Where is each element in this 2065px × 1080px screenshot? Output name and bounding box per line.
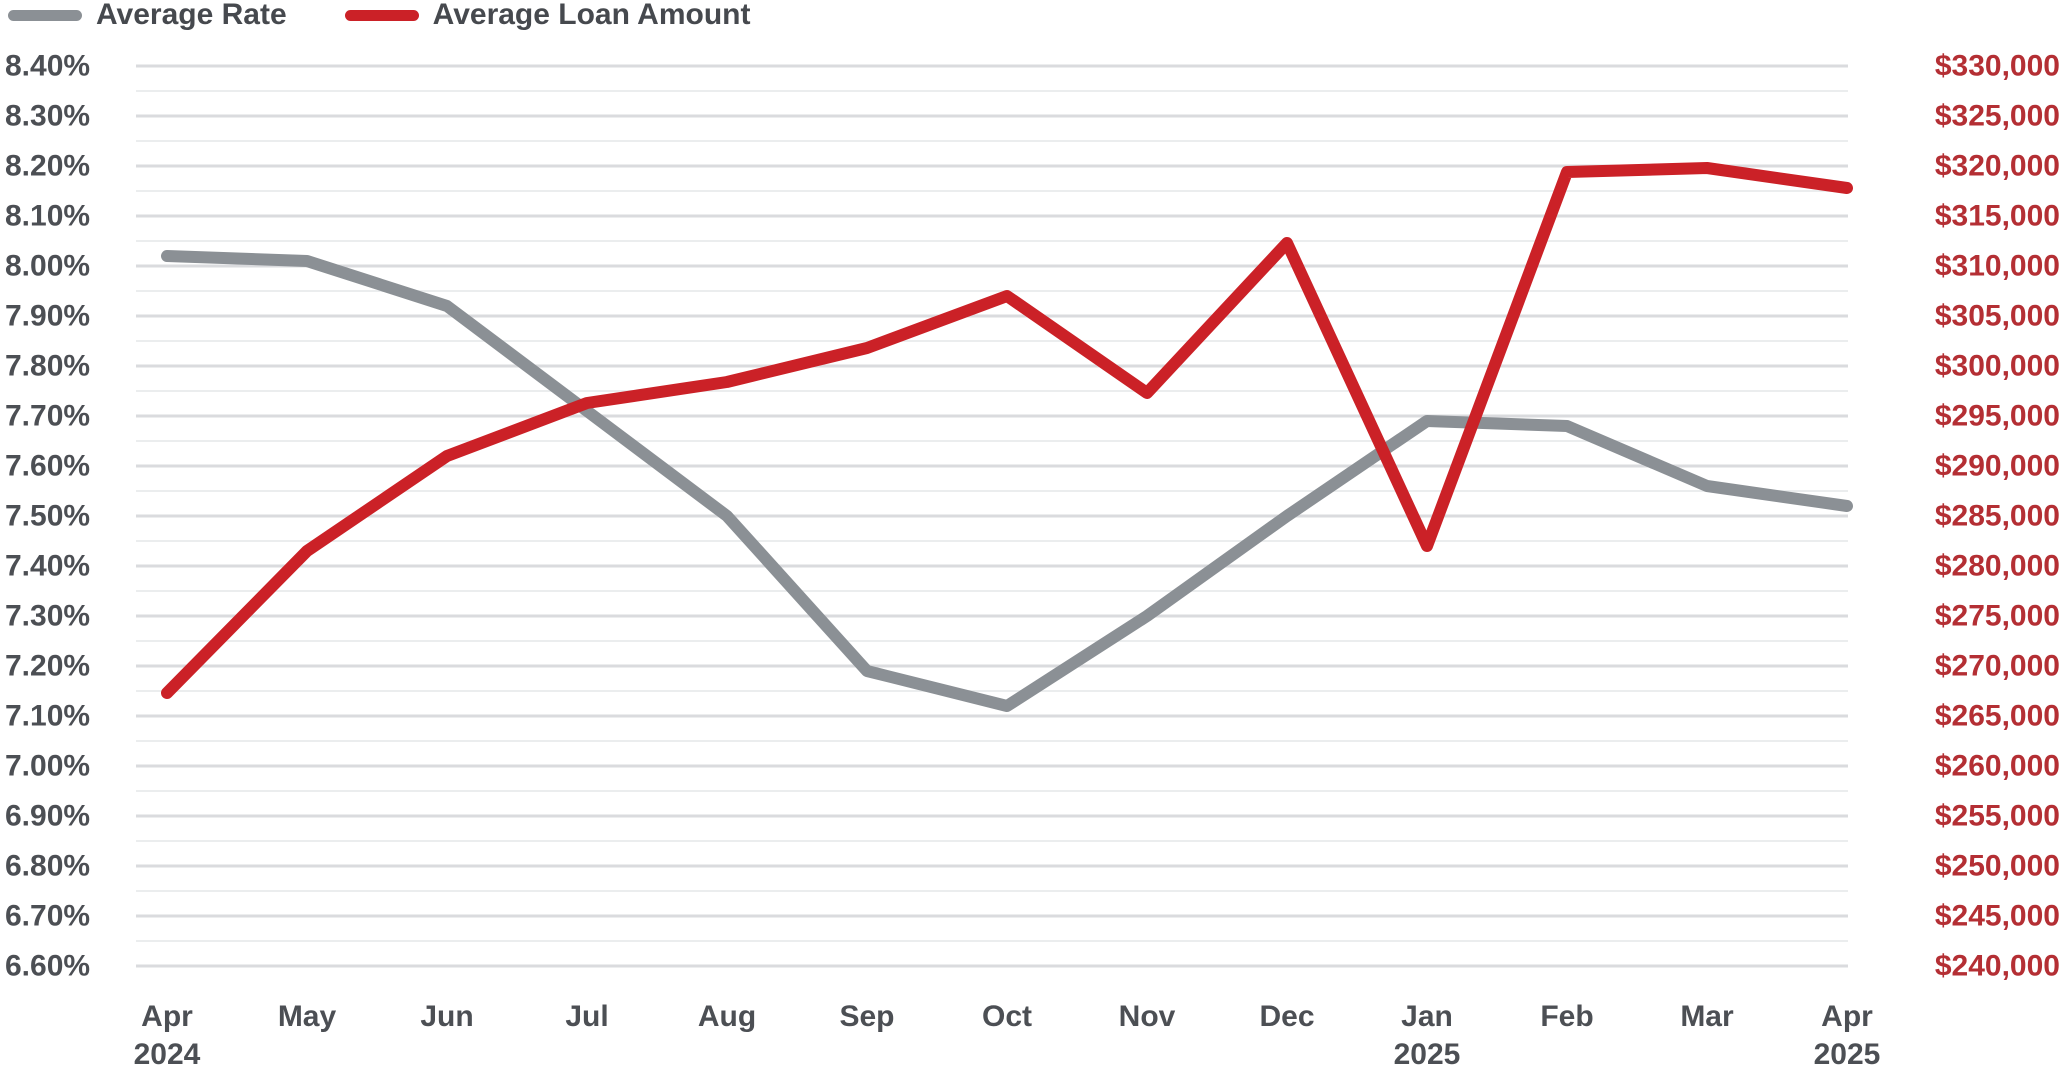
loan-axis-tick-label: $310,000 bbox=[1935, 250, 2060, 283]
loan-axis-tick-label: $245,000 bbox=[1935, 900, 2060, 933]
x-axis-month-label: Apr bbox=[141, 1000, 193, 1033]
loan-axis-tick-label: $280,000 bbox=[1935, 550, 2060, 583]
loan-axis-tick-label: $300,000 bbox=[1935, 350, 2060, 383]
x-axis-year-label: 2025 bbox=[1814, 1038, 1881, 1071]
loan-axis-tick-label: $290,000 bbox=[1935, 450, 2060, 483]
rate-axis-tick-label: 7.80% bbox=[5, 350, 90, 383]
rate-axis-tick-label: 6.90% bbox=[5, 800, 90, 833]
x-axis-month-labels: Apr 2024 May Jun Jul Aug Sep Oct Nov Dec Jan 2025 Fe… bbox=[134, 1000, 1881, 1071]
x-axis-year-label: 2025 bbox=[1394, 1038, 1461, 1071]
loan-axis-tick-label: $275,000 bbox=[1935, 600, 2060, 633]
loan-axis-tick-label: $295,000 bbox=[1935, 400, 2060, 433]
legend-label-average-rate: Average Rate bbox=[96, 0, 287, 31]
loan-axis-tick-label: $305,000 bbox=[1935, 300, 2060, 333]
x-axis-year-label: 2024 bbox=[134, 1038, 201, 1071]
loan-axis-tick-label: $320,000 bbox=[1935, 150, 2060, 183]
rate-axis-tick-label: 7.60% bbox=[5, 450, 90, 483]
legend-item-average-loan-amount: Average Loan Amount bbox=[344, 0, 751, 31]
loan-axis-tick-label: $255,000 bbox=[1935, 800, 2060, 833]
chart-legend: Average Rate Average Loan Amount bbox=[8, 0, 750, 30]
loan-axis-tick-label: $330,000 bbox=[1935, 50, 2060, 83]
x-axis-month-label: Nov bbox=[1119, 1000, 1176, 1033]
loan-axis-tick-label: $240,000 bbox=[1935, 950, 2060, 983]
rate-axis-tick-label: 7.00% bbox=[5, 750, 90, 783]
rate-axis-tick-label: 7.20% bbox=[5, 650, 90, 683]
loan-axis-tick-label: $285,000 bbox=[1935, 500, 2060, 533]
loan-axis-tick-label: $315,000 bbox=[1935, 200, 2060, 233]
x-axis-month-label: Mar bbox=[1680, 1000, 1734, 1033]
average-loan-amount-swatch-icon bbox=[344, 9, 419, 21]
x-axis-month-label: Oct bbox=[982, 1000, 1032, 1033]
rate-axis-tick-label: 7.30% bbox=[5, 600, 90, 633]
x-axis-month-label: Jul bbox=[565, 1000, 608, 1033]
x-axis-month-label: Dec bbox=[1259, 1000, 1314, 1033]
rate-axis-tick-label: 8.10% bbox=[5, 200, 90, 233]
rate-axis-tick-label: 8.20% bbox=[5, 150, 90, 183]
rate-axis-tick-label: 7.70% bbox=[5, 400, 90, 433]
loan-axis-tick-label: $265,000 bbox=[1935, 700, 2060, 733]
rate-axis-tick-label: 8.30% bbox=[5, 100, 90, 133]
average-loan-amount-line bbox=[161, 162, 1853, 699]
legend-item-average-rate: Average Rate bbox=[8, 0, 287, 30]
legend-label-average-loan-amount: Average Loan Amount bbox=[432, 0, 751, 31]
rate-axis-tick-label: 7.40% bbox=[5, 550, 90, 583]
rate-axis-tick-label: 7.90% bbox=[5, 300, 90, 333]
x-axis-month-label: May bbox=[278, 1000, 337, 1033]
rate-axis-tick-label: 7.50% bbox=[5, 500, 90, 533]
y-axis-right-loan-labels: $330,000 $325,000 $320,000 $315,000 $310,000… bbox=[1935, 50, 2060, 983]
x-axis-month-label: Aug bbox=[698, 1000, 756, 1033]
x-axis-month-label: Jun bbox=[420, 1000, 473, 1033]
rate-axis-tick-label: 7.10% bbox=[5, 700, 90, 733]
x-axis-month-label: Apr bbox=[1821, 1000, 1873, 1033]
rate-axis-tick-label: 8.40% bbox=[5, 50, 90, 83]
loan-axis-tick-label: $270,000 bbox=[1935, 650, 2060, 683]
loan-axis-tick-label: $260,000 bbox=[1935, 750, 2060, 783]
x-axis-month-label: Feb bbox=[1540, 1000, 1593, 1033]
loan-axis-tick-label: $325,000 bbox=[1935, 100, 2060, 133]
average-rate-swatch-icon bbox=[8, 9, 82, 21]
gridlines bbox=[136, 64, 1848, 968]
average-rate-line bbox=[161, 250, 1853, 712]
rate-axis-tick-label: 6.80% bbox=[5, 850, 90, 883]
x-axis-month-label: Jan bbox=[1401, 1000, 1453, 1033]
rate-axis-tick-label: 8.00% bbox=[5, 250, 90, 283]
y-axis-left-rate-labels: 8.40% 8.30% 8.20% 8.10% 8.00% 7.90% 7.80% 7.70%… bbox=[5, 50, 90, 983]
rate-axis-tick-label: 6.60% bbox=[5, 950, 90, 983]
rate-axis-tick-label: 6.70% bbox=[5, 900, 90, 933]
loan-axis-tick-label: $250,000 bbox=[1935, 850, 2060, 883]
x-axis-month-label: Sep bbox=[839, 1000, 894, 1033]
